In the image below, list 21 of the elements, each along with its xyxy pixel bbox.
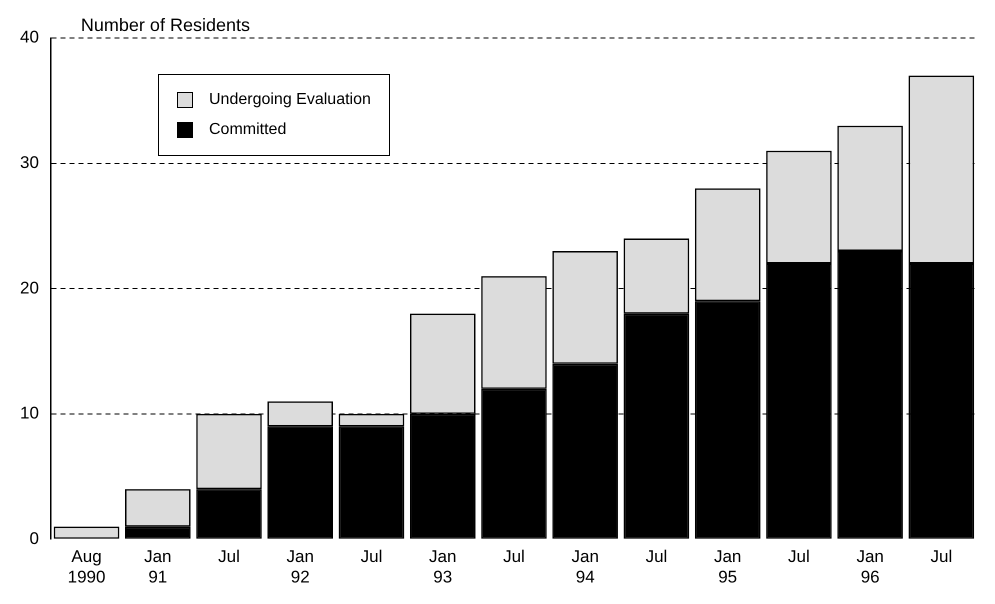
x-tick-label: Jul [218,547,240,566]
x-tick-label: Aug 1990 [68,547,106,586]
x-tick-label: Jan 94 [571,547,599,586]
x-tick-label: Jan 92 [286,547,314,586]
x-tick-label: Jul [930,547,952,566]
y-axis-title: Number of Residents [80,14,250,35]
x-tick-label: Jan 96 [856,547,884,586]
x-tick-label: Jul [646,547,668,566]
x-tick-label: Jul [503,547,525,566]
y-tick-label: 20 [20,278,39,298]
y-tick-label: 10 [20,404,39,423]
x-tick-label: Jan 93 [429,547,456,586]
x-tick-label: Jan 95 [714,547,742,586]
x-tick-label: Jul [360,547,382,566]
y-tick-label: 0 [29,528,39,548]
legend-label: Undergoing Evaluation [209,91,371,109]
x-tick-label: Jul [788,547,810,566]
y-tick-label: 40 [20,28,39,47]
y-tick-label: 30 [20,152,39,172]
x-tick-label: Jan 91 [144,547,172,586]
legend-label: Committed [209,121,286,139]
